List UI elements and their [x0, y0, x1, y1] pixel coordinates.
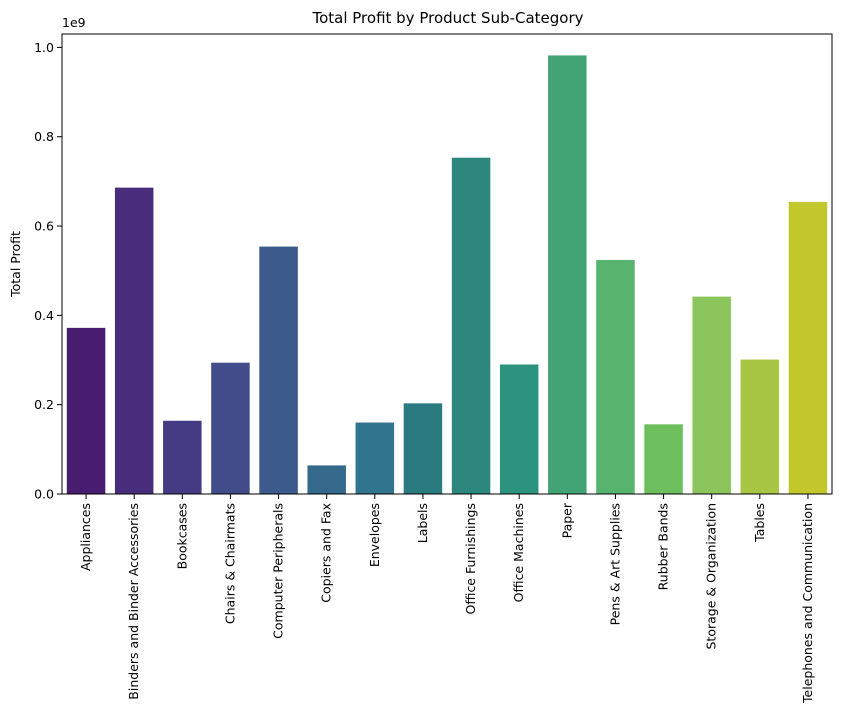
- y-axis: 0.0 0.2 0.4 0.6 0.8 1.0: [34, 40, 62, 502]
- y-axis-label: Total Profit: [8, 231, 23, 298]
- y-tick-label-1: 0.2: [34, 397, 54, 412]
- x-tick-label-2: Bookcases: [174, 503, 189, 569]
- x-tick-label-9: Office Machines: [511, 503, 526, 602]
- y-tick-label-0: 0.0: [34, 487, 54, 502]
- bar-7: [403, 403, 443, 494]
- y-tick-label-5: 1.0: [34, 40, 54, 55]
- bar-15: [788, 201, 828, 494]
- bar-0: [66, 327, 106, 494]
- bar-9: [499, 364, 539, 494]
- bar-10: [548, 55, 587, 495]
- x-tick-label-5: Copiers and Fax: [319, 503, 334, 603]
- y-tick-label-3: 0.6: [34, 219, 54, 234]
- y-axis-offset-label: 1e9: [62, 15, 86, 30]
- plot-frame: [61, 33, 833, 495]
- x-tick-label-3: Chairs & Chairmats: [222, 503, 237, 624]
- bar-3: [211, 362, 250, 494]
- bar-13: [692, 296, 731, 494]
- x-tick-label-10: Paper: [559, 502, 574, 538]
- chart-title: Total Profit by Product Sub-Category: [311, 9, 583, 27]
- x-axis: Appliances Binders and Binder Accessories…: [78, 494, 815, 704]
- x-tick-label-14: Tables: [752, 503, 767, 543]
- x-tick-label-8: Office Furnishings: [463, 503, 478, 614]
- bar-5: [307, 465, 346, 494]
- y-tick-label-4: 0.8: [34, 129, 54, 144]
- bar-6: [355, 422, 395, 494]
- bar-1: [114, 187, 154, 494]
- x-tick-label-13: Storage & Organization: [704, 503, 719, 650]
- bar-2: [163, 420, 202, 494]
- x-tick-label-0: Appliances: [78, 503, 93, 571]
- bar-8: [451, 157, 491, 494]
- y-tick-label-2: 0.4: [34, 308, 54, 323]
- x-tick-label-7: Labels: [415, 503, 430, 543]
- x-tick-label-6: Envelopes: [367, 503, 382, 567]
- x-tick-label-15: Telephones and Communication: [800, 503, 815, 704]
- x-tick-label-1: Binders and Binder Accessories: [126, 503, 141, 700]
- x-tick-label-12: Rubber Bands: [656, 503, 671, 590]
- bar-4: [259, 246, 298, 494]
- bar-12: [644, 424, 683, 494]
- x-tick-label-11: Pens & Art Supplies: [607, 503, 622, 625]
- x-tick-label-4: Computer Peripherals: [271, 503, 286, 639]
- bar-11: [596, 259, 635, 494]
- bars-group: [66, 55, 828, 495]
- bar-14: [740, 359, 780, 494]
